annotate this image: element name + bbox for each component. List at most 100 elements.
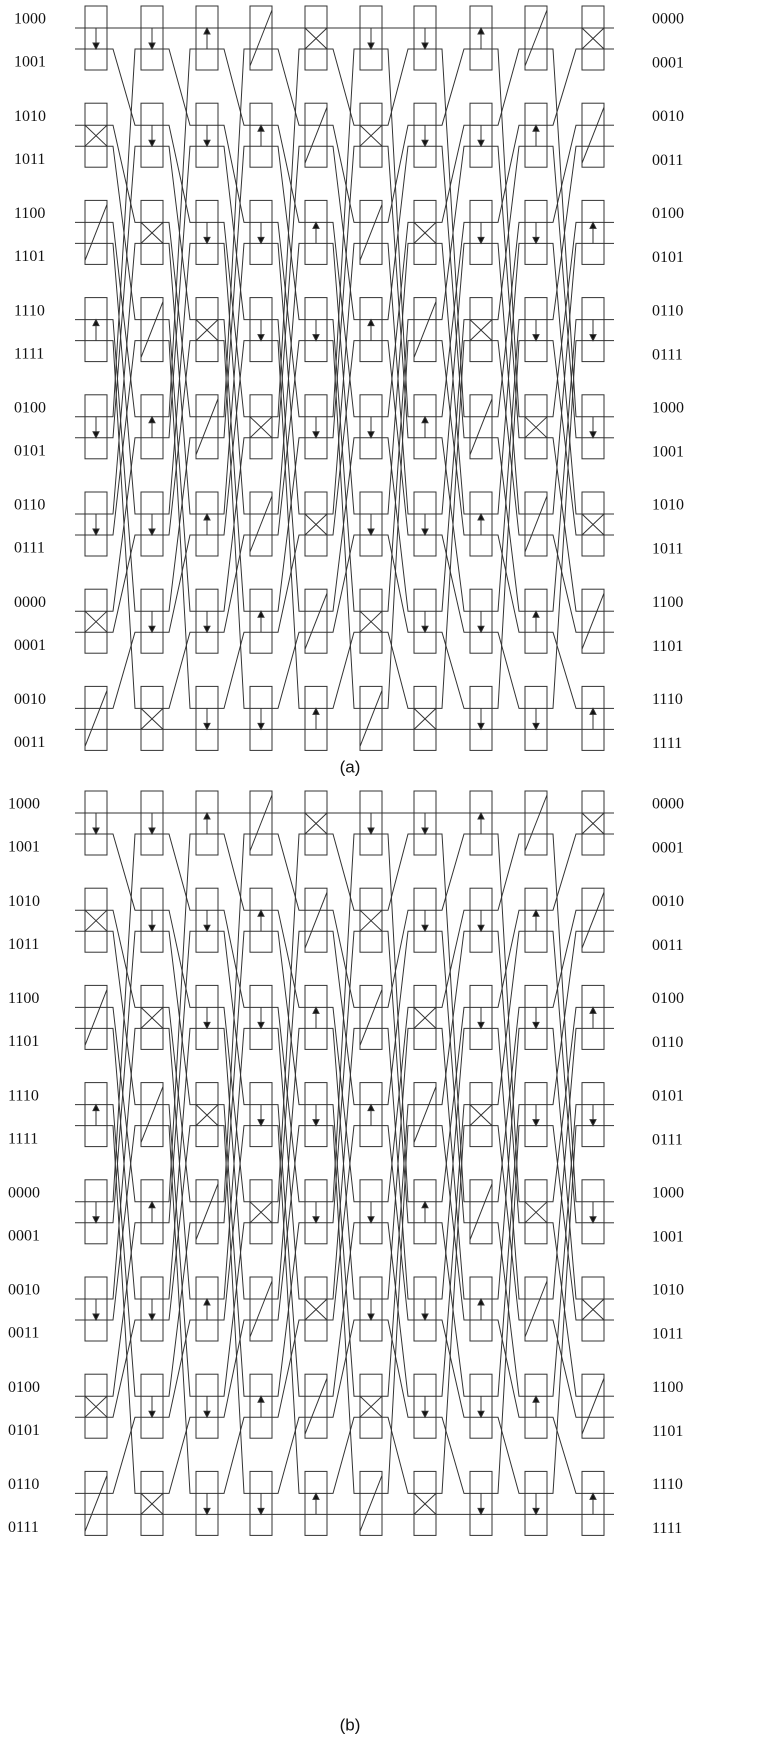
input-label: 0110 — [8, 1476, 39, 1493]
diag — [85, 204, 107, 260]
output-label: 1111 — [652, 735, 682, 752]
diag — [582, 1378, 604, 1434]
arrow-head — [590, 708, 596, 714]
output-label: 0101 — [652, 249, 684, 266]
wire — [107, 632, 163, 708]
wire — [163, 931, 218, 1104]
wire — [382, 243, 436, 514]
wire — [163, 1417, 218, 1493]
arrow-head — [204, 28, 210, 34]
arrow-head — [313, 708, 319, 714]
arrow-head — [149, 1411, 155, 1417]
wire — [218, 320, 272, 612]
arrow-head — [478, 140, 484, 146]
input-label: 0100 — [8, 1379, 40, 1396]
arrow-head — [368, 432, 374, 438]
arrow-head — [590, 432, 596, 438]
output-label: 0011 — [652, 152, 683, 169]
input-label: 0110 — [14, 497, 45, 514]
input-label: 1011 — [14, 151, 45, 168]
diag — [85, 690, 107, 746]
arrow-head — [590, 1493, 596, 1499]
arrow-head — [422, 626, 428, 632]
arrow-head — [313, 1217, 319, 1223]
wire — [492, 1028, 547, 1299]
wire — [272, 931, 327, 1104]
input-label: 0000 — [14, 594, 46, 611]
wire — [163, 146, 218, 438]
diag — [250, 795, 272, 851]
input-label: 1101 — [8, 1033, 39, 1050]
wire — [107, 320, 163, 612]
diag — [470, 1184, 492, 1240]
arrow-head — [590, 1217, 596, 1223]
output-label: 0001 — [652, 840, 684, 857]
output-label: 1110 — [652, 691, 683, 708]
diag — [141, 1087, 163, 1143]
diag — [582, 593, 604, 649]
wire — [327, 1223, 382, 1396]
output-label: 0001 — [652, 55, 684, 72]
wire — [163, 834, 218, 910]
output-label: 1101 — [652, 638, 683, 655]
caption: (b) — [340, 1715, 361, 1734]
input-label: 1001 — [8, 839, 40, 856]
wire — [272, 1223, 327, 1396]
input-label: 0101 — [14, 442, 46, 459]
arrow-head — [313, 1493, 319, 1499]
wire — [107, 834, 163, 910]
wire — [327, 49, 382, 125]
arrow-head — [313, 335, 319, 341]
wire — [492, 243, 547, 514]
output-label: 0100 — [652, 205, 684, 222]
wire — [163, 49, 218, 125]
arrow-head — [368, 320, 374, 326]
wire — [163, 1320, 218, 1417]
output-label: 0111 — [652, 1131, 683, 1148]
diag — [360, 1475, 382, 1531]
wire — [107, 1320, 163, 1417]
arrow-head — [149, 828, 155, 834]
wire — [218, 931, 272, 1104]
wire — [547, 1028, 604, 1299]
wire — [163, 1105, 218, 1397]
diag — [582, 107, 604, 163]
arrow-head — [204, 237, 210, 243]
arrow-head — [368, 43, 374, 49]
wire — [272, 1417, 327, 1493]
input-label: 0001 — [14, 637, 46, 654]
wire — [327, 910, 382, 1007]
arrow-head — [533, 125, 539, 131]
arrow-head — [204, 813, 210, 819]
diag — [360, 690, 382, 746]
wire — [218, 931, 272, 1223]
wire — [107, 438, 163, 611]
wire — [272, 834, 327, 910]
arrow-head — [422, 529, 428, 535]
diag — [414, 302, 436, 358]
wire — [436, 243, 492, 514]
input-label: 1010 — [14, 108, 46, 125]
arrow-head — [258, 237, 264, 243]
arrow-head — [422, 1411, 428, 1417]
arrow-head — [204, 1022, 210, 1028]
arrow-head — [533, 237, 539, 243]
arrow-head — [533, 1508, 539, 1514]
output-label: 1000 — [652, 399, 684, 416]
input-label: 1000 — [14, 11, 46, 28]
arrow-head — [422, 1314, 428, 1320]
wire — [327, 1320, 382, 1417]
arrow-head — [204, 925, 210, 931]
arrow-head — [258, 910, 264, 916]
arrow-head — [368, 529, 374, 535]
arrow-head — [93, 1314, 99, 1320]
diag — [85, 1475, 107, 1531]
arrow-head — [478, 1299, 484, 1305]
wire — [107, 931, 163, 1223]
arrow-head — [93, 828, 99, 834]
output-label: 1011 — [652, 541, 683, 558]
input-label: 1111 — [8, 1130, 38, 1147]
arrow-head — [478, 1508, 484, 1514]
arrow-head — [313, 1120, 319, 1126]
wire — [107, 146, 163, 319]
